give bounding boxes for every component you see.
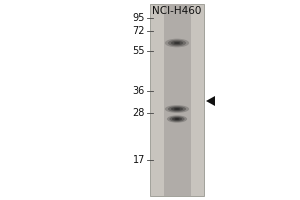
Ellipse shape (168, 40, 186, 46)
Ellipse shape (175, 118, 179, 120)
Ellipse shape (165, 39, 189, 47)
Ellipse shape (167, 115, 187, 123)
Bar (164, 4, 190, 196)
Text: 72: 72 (133, 26, 145, 36)
Text: 36: 36 (133, 86, 145, 96)
Text: NCI-H460: NCI-H460 (152, 6, 202, 16)
Ellipse shape (168, 106, 186, 112)
Bar (150, 4, 204, 196)
Ellipse shape (174, 108, 180, 110)
Text: 28: 28 (133, 108, 145, 118)
Ellipse shape (174, 42, 180, 44)
Text: 55: 55 (133, 46, 145, 56)
Ellipse shape (172, 117, 182, 121)
Ellipse shape (169, 116, 184, 122)
Ellipse shape (171, 41, 183, 45)
Ellipse shape (171, 107, 183, 111)
Text: 95: 95 (133, 13, 145, 23)
Text: 17: 17 (133, 155, 145, 165)
Ellipse shape (165, 105, 189, 113)
Polygon shape (206, 96, 215, 106)
